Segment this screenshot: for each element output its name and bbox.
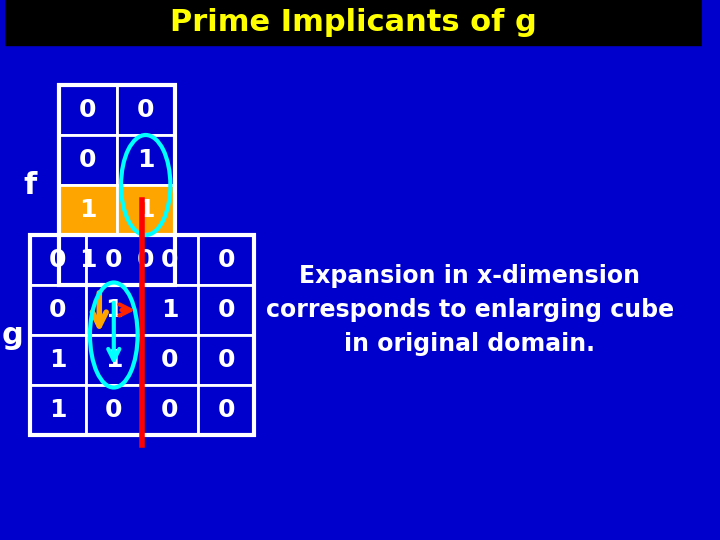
Text: 1: 1 (137, 148, 155, 172)
FancyBboxPatch shape (86, 285, 142, 335)
FancyBboxPatch shape (142, 235, 198, 285)
Bar (6, 0, 702, 45)
Text: 1: 1 (79, 248, 96, 272)
Text: 1: 1 (49, 348, 66, 372)
Text: 0: 0 (217, 348, 235, 372)
Text: 1: 1 (79, 198, 96, 222)
Text: g: g (1, 321, 23, 349)
Text: 1: 1 (105, 298, 122, 322)
Text: 0: 0 (49, 248, 66, 272)
Text: 0: 0 (79, 98, 96, 122)
Text: Expansion in x-dimension
corresponds to enlarging cube
in original domain.: Expansion in x-dimension corresponds to … (266, 265, 674, 355)
FancyBboxPatch shape (198, 385, 254, 435)
Text: 0: 0 (105, 248, 122, 272)
Bar (58, 85, 175, 285)
Text: 0: 0 (161, 348, 179, 372)
Bar (30, 235, 254, 435)
FancyBboxPatch shape (86, 335, 142, 385)
Text: 0: 0 (217, 398, 235, 422)
FancyBboxPatch shape (86, 235, 142, 285)
Text: 0: 0 (161, 248, 179, 272)
Text: 0: 0 (161, 398, 179, 422)
FancyBboxPatch shape (30, 385, 86, 435)
Text: 0: 0 (217, 248, 235, 272)
FancyBboxPatch shape (30, 335, 86, 385)
FancyBboxPatch shape (198, 285, 254, 335)
Text: 0: 0 (79, 148, 96, 172)
FancyBboxPatch shape (58, 235, 117, 285)
FancyBboxPatch shape (117, 235, 175, 285)
FancyBboxPatch shape (142, 285, 198, 335)
Text: f: f (23, 171, 36, 199)
FancyBboxPatch shape (117, 185, 175, 235)
FancyBboxPatch shape (58, 135, 117, 185)
FancyBboxPatch shape (198, 235, 254, 285)
Text: 0: 0 (217, 298, 235, 322)
FancyBboxPatch shape (117, 85, 175, 135)
FancyBboxPatch shape (58, 85, 117, 135)
Text: Prime Implicants of g: Prime Implicants of g (171, 8, 537, 37)
Text: 1: 1 (161, 298, 179, 322)
FancyBboxPatch shape (198, 335, 254, 385)
Text: 0: 0 (137, 98, 155, 122)
Text: 1: 1 (105, 348, 122, 372)
FancyBboxPatch shape (142, 385, 198, 435)
Text: 0: 0 (137, 248, 155, 272)
FancyBboxPatch shape (142, 335, 198, 385)
Text: 0: 0 (49, 298, 66, 322)
FancyBboxPatch shape (86, 385, 142, 435)
FancyBboxPatch shape (30, 285, 86, 335)
FancyBboxPatch shape (117, 135, 175, 185)
Text: 0: 0 (105, 398, 122, 422)
Text: 1: 1 (49, 398, 66, 422)
FancyBboxPatch shape (30, 235, 86, 285)
FancyBboxPatch shape (58, 185, 117, 235)
Text: 1: 1 (137, 198, 155, 222)
